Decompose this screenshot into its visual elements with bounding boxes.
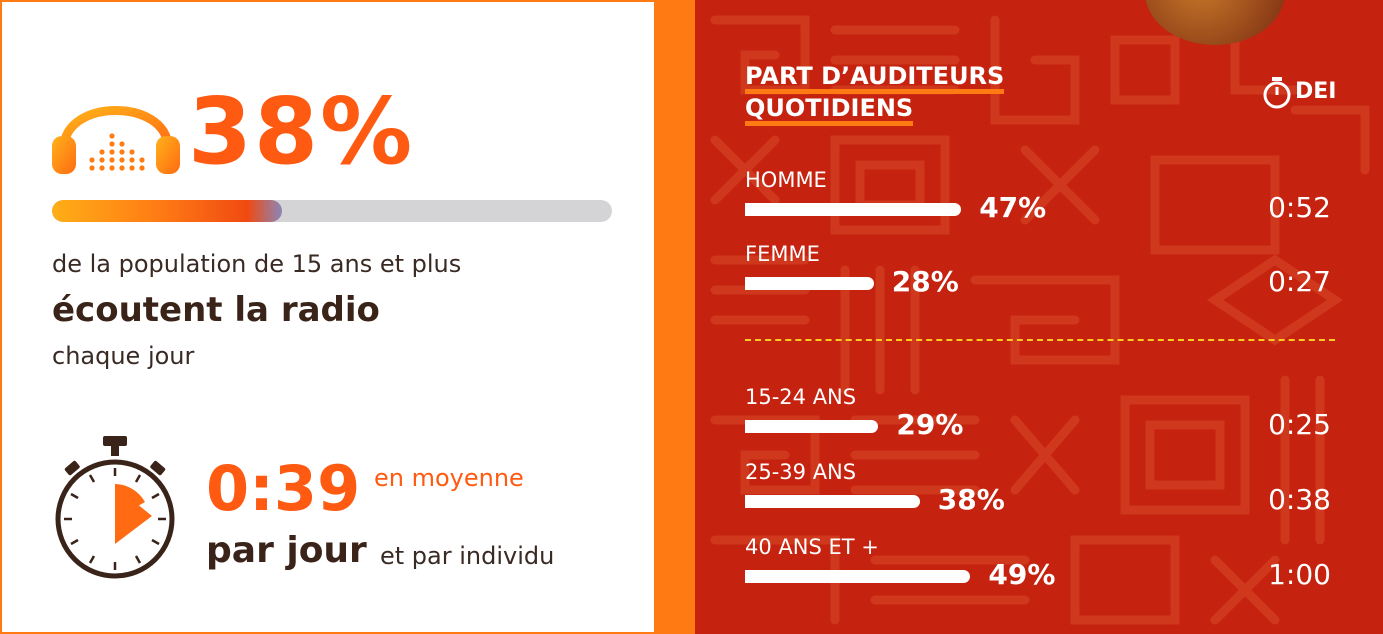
chart-title: PART D’AUDITEURS QUOTIDIENS — [745, 62, 1005, 126]
listening-time-label: 0:27 — [1268, 265, 1331, 298]
listen-radio-text: écoutent la radio — [52, 290, 380, 330]
bar-label: 25-39 ANS — [745, 460, 857, 484]
bar-value-label: 38% — [937, 483, 1005, 516]
listening-time-label: 0:25 — [1268, 408, 1331, 441]
small-stopwatch-icon — [1263, 77, 1291, 109]
listening-time-label: 1:00 — [1268, 558, 1331, 591]
bar — [745, 277, 874, 290]
per-day-text: par jour — [206, 530, 367, 571]
bar-label: HOMME — [745, 168, 827, 192]
bar-value-label: 28% — [891, 265, 959, 298]
bar-value-label: 47% — [979, 191, 1047, 224]
progress-track — [52, 200, 612, 222]
bar-value-label: 49% — [988, 558, 1056, 591]
headphones-icon — [52, 106, 180, 174]
bar — [745, 570, 971, 583]
dei-label: DEI — [1295, 79, 1337, 104]
chart-title-line1: PART D’AUDITEURS — [745, 64, 1005, 94]
population-text: de la population de 15 ans et plus — [52, 250, 462, 278]
average-note: en moyenne — [374, 464, 524, 492]
bar-value-label: 29% — [896, 408, 964, 441]
bar — [745, 495, 920, 508]
right-panel: PART D’AUDITEURS QUOTIDIENS DEI HOMME 47%… — [695, 0, 1383, 634]
progress-fill — [52, 200, 282, 222]
chart-title-line2: QUOTIDIENS — [745, 96, 914, 126]
dei-brand: DEI — [1261, 76, 1336, 110]
average-time: 0:39 — [206, 452, 361, 525]
bar-label: 15-24 ANS — [745, 385, 857, 409]
listening-time-label: 0:52 — [1268, 191, 1331, 224]
per-individual-text: et par individu — [380, 542, 555, 570]
bar — [745, 420, 879, 433]
bar-label: FEMME — [745, 242, 820, 266]
stopwatch-icon — [55, 436, 175, 579]
bar — [745, 203, 962, 216]
headline-percent: 38% — [188, 78, 415, 185]
every-day-text: chaque jour — [52, 342, 195, 370]
group-divider — [745, 339, 1335, 341]
left-panel: 38% de la population de 15 ans et plus é… — [0, 0, 660, 634]
background-pattern — [710, 15, 1370, 625]
listening-time-label: 0:38 — [1268, 483, 1331, 516]
bar-label: 40 ANS ET + — [745, 535, 879, 559]
